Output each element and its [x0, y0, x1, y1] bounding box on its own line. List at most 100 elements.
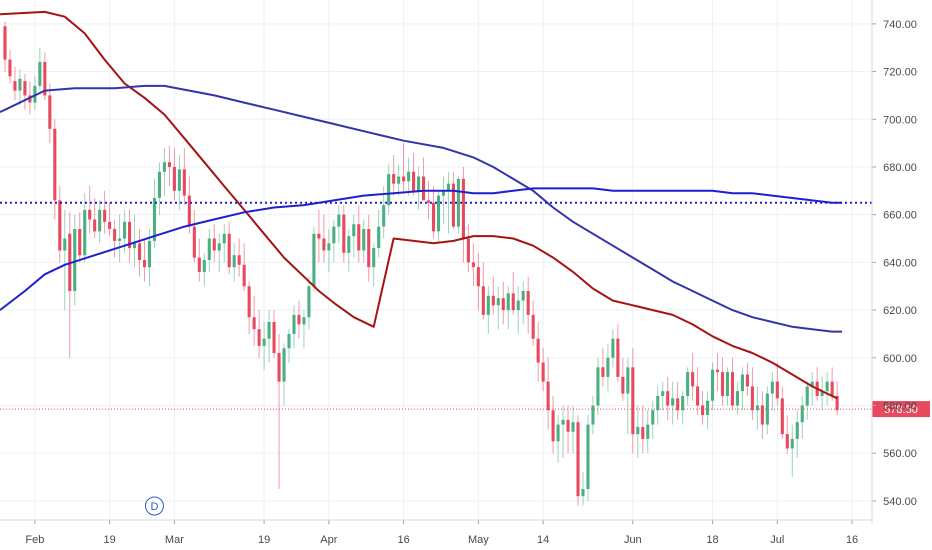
candle-body	[501, 298, 505, 311]
candle-body	[98, 209, 102, 232]
candle-body	[377, 226, 381, 249]
candle-body	[332, 226, 336, 244]
candle-body	[38, 62, 42, 86]
candle-body	[621, 376, 625, 394]
candle-body	[521, 291, 525, 301]
candle-body	[516, 300, 520, 311]
candle-body	[496, 298, 500, 306]
candle-body	[651, 410, 655, 425]
candle-body	[207, 238, 211, 260]
candle-body	[571, 422, 575, 432]
candle-body	[765, 393, 769, 425]
candle-body	[706, 400, 710, 416]
candle-body	[123, 221, 127, 239]
candle-body	[137, 243, 142, 260]
candle-body	[177, 169, 181, 191]
candle-body	[392, 174, 396, 184]
x-tick-label: Mar	[165, 534, 184, 546]
y-tick-label: 680.00	[883, 162, 917, 174]
y-tick-label: 560.00	[883, 448, 917, 460]
candle-body	[755, 405, 759, 411]
candle-body	[551, 410, 555, 442]
candle-body	[790, 438, 794, 449]
y-tick-label: 720.00	[883, 67, 917, 79]
current-price-tag	[872, 401, 930, 418]
candle-body	[63, 238, 67, 251]
candle-body	[337, 214, 341, 227]
candle-body	[661, 391, 665, 396]
candle-body	[252, 317, 256, 330]
candle-body	[626, 367, 630, 394]
candle-body	[686, 372, 690, 396]
candle-body	[157, 171, 161, 198]
candle-body	[58, 200, 62, 251]
candle-body	[735, 391, 740, 406]
candle-body	[262, 338, 266, 346]
candle-body	[800, 405, 804, 423]
candle-body	[362, 228, 366, 251]
candle-body	[436, 195, 441, 232]
candle-body	[820, 391, 824, 396]
candle-body	[835, 395, 839, 411]
candle-body	[297, 314, 301, 325]
y-tick-label: 740.00	[883, 19, 917, 31]
x-tick-label: Apr	[320, 534, 337, 546]
candle-body	[750, 386, 754, 411]
candle-body	[830, 381, 834, 396]
candle-body	[103, 209, 107, 222]
candle-body	[247, 286, 251, 318]
candle-body	[421, 176, 426, 201]
candle-body	[725, 372, 730, 396]
candle-body	[372, 248, 376, 268]
candle-body	[118, 238, 122, 241]
candle-body	[431, 202, 436, 232]
candle-body	[591, 405, 595, 425]
candle-body	[636, 426, 640, 435]
candle-body	[387, 174, 391, 206]
candle-body	[491, 295, 495, 306]
candle-body	[312, 233, 316, 287]
candle-body	[681, 395, 685, 411]
candle-body	[222, 233, 226, 244]
candle-body	[237, 255, 241, 265]
candle-body	[760, 405, 764, 425]
candle-body	[212, 238, 216, 251]
candle-body	[357, 224, 361, 251]
candle-body	[561, 419, 565, 425]
candle-body	[646, 424, 650, 439]
candle-body	[327, 243, 331, 251]
candle-body	[302, 317, 306, 325]
x-tick-label: 18	[706, 534, 718, 546]
candle-body	[227, 233, 231, 268]
candle-body	[476, 267, 480, 287]
candle-body	[397, 176, 401, 184]
candle-body	[267, 322, 271, 339]
candle-body	[412, 171, 416, 191]
candle-body	[192, 226, 196, 258]
candle-body	[347, 236, 351, 253]
candle-body	[48, 95, 52, 129]
candle-body	[93, 219, 97, 232]
y-tick-label: 580.00	[883, 401, 917, 413]
candle-body	[128, 221, 132, 249]
y-tick-label: 620.00	[883, 305, 917, 317]
x-tick-label: Jul	[770, 534, 784, 546]
candle-body	[417, 176, 421, 191]
candle-body	[53, 128, 57, 201]
candle-body	[277, 353, 281, 382]
candle-body	[730, 372, 735, 406]
candle-body	[451, 183, 455, 227]
y-tick-label: 600.00	[883, 353, 917, 365]
x-tick-label: May	[468, 534, 489, 546]
candle-body	[342, 214, 346, 253]
x-tick-label: Feb	[25, 534, 44, 546]
moving-average-line	[0, 84, 843, 333]
candle-body	[147, 240, 152, 268]
candle-body	[202, 260, 206, 272]
candle-body	[606, 357, 610, 377]
candle-body	[132, 243, 137, 249]
y-tick-label: 540.00	[883, 496, 917, 508]
candle-body	[23, 81, 27, 96]
candle-body	[287, 333, 291, 349]
candle-body	[785, 434, 789, 449]
